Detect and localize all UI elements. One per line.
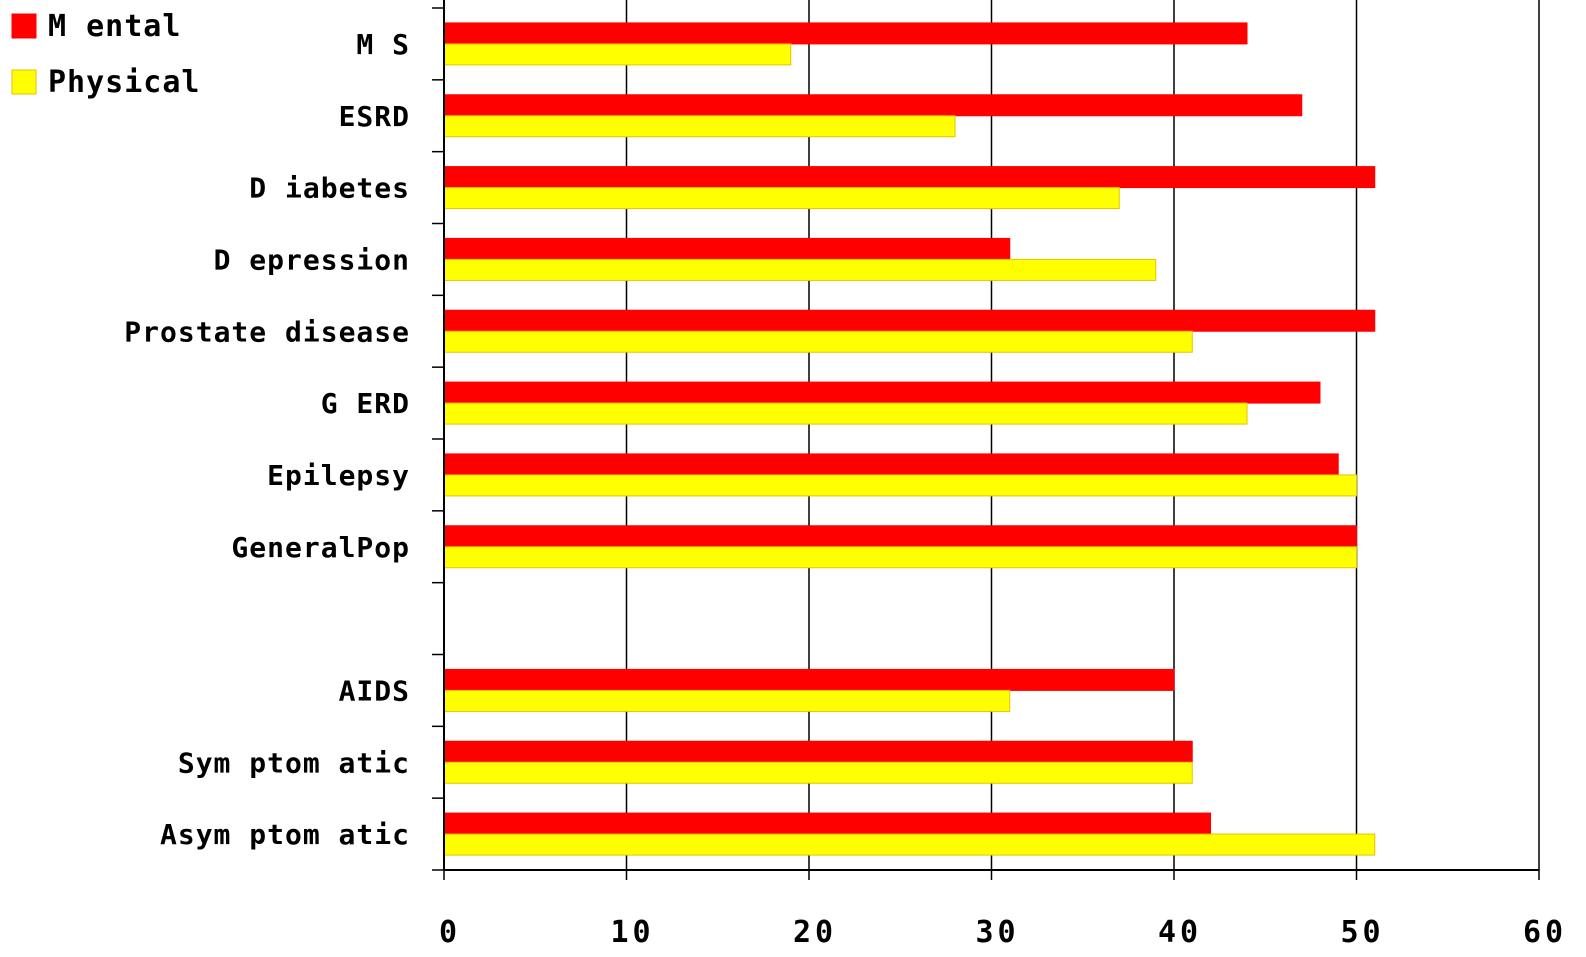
bar-mental [443,740,1193,763]
bar-mental [443,22,1248,45]
category-label: Asym ptom atic [160,818,410,851]
x-tick-label: 30 [975,915,1019,950]
category-label: D epression [214,243,410,276]
legend: M ental Physical [11,9,201,100]
x-tick-label: 50 [1340,915,1384,950]
bar-mental [443,94,1303,117]
bar-physical [443,761,1193,784]
category-label: G ERD [321,387,410,420]
category-label: Epilepsy [267,459,410,492]
category-label: Prostate disease [124,315,410,348]
x-tick-labels: 0 10 20 30 40 50 60 [439,915,1567,950]
x-tick-label: 20 [793,915,837,950]
bar-mental [443,525,1357,548]
category-label: M S [356,28,410,61]
category-label: D iabetes [249,172,410,205]
bar-physical [443,330,1193,353]
axes [432,0,1539,880]
bar-physical [443,115,956,138]
bar-physical [443,43,792,66]
bar-mental [443,166,1376,189]
x-tick-label: 0 [439,915,461,950]
bar-mental [443,237,1011,260]
legend-swatch-physical [11,69,37,95]
x-tick-label: 10 [610,915,654,950]
category-label: Sym ptom atic [178,746,410,779]
legend-label-mental: M ental [48,9,181,44]
category-label: ESRD [339,100,410,133]
legend-swatch-mental [11,13,37,39]
bar-mental [443,812,1211,835]
bar-physical [443,474,1357,497]
bar-physical [443,546,1357,569]
category-label: GeneralPop [231,531,410,564]
legend-label-physical: Physical [48,65,201,100]
bars [443,22,1376,856]
bar-mental [443,453,1339,476]
bar-physical [443,258,1157,281]
bar-physical [443,402,1248,425]
bar-mental [443,668,1175,691]
bar-physical [443,187,1120,210]
x-tick-label: 40 [1158,915,1202,950]
bar-mental [443,309,1376,332]
category-label: AIDS [339,674,410,707]
bar-physical [443,833,1376,856]
bar-physical [443,689,1011,712]
bar-mental [443,381,1321,404]
gridlines [625,0,1540,880]
category-labels: M S ESRD D iabetes D epression Prostate dise… [124,28,410,851]
x-tick-label: 60 [1523,915,1567,950]
